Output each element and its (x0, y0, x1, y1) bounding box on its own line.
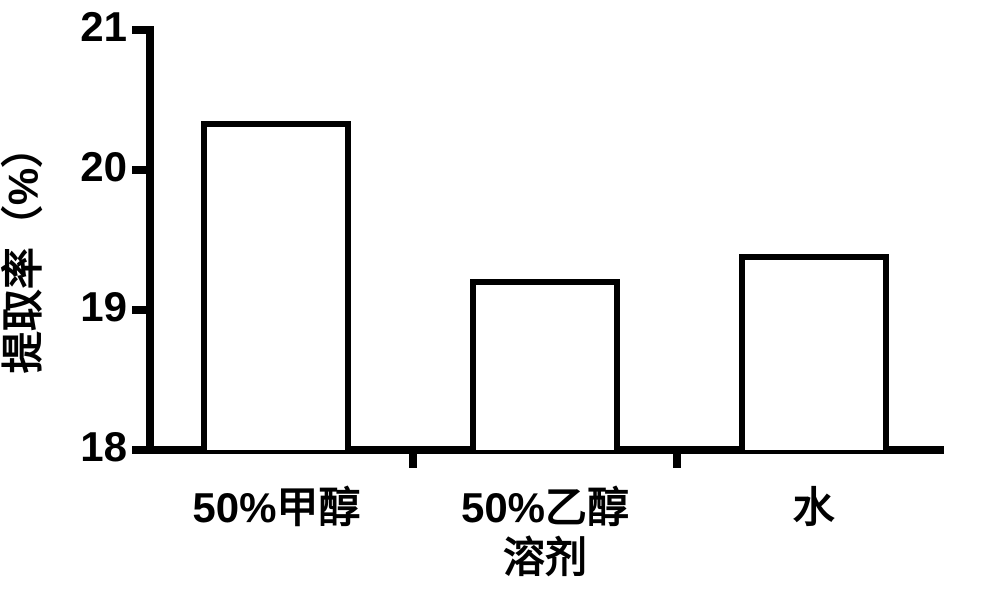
y-tick-label: 18 (47, 423, 127, 471)
y-axis-title: 提取率（%） (0, 100, 51, 400)
y-tick-label: 19 (47, 283, 127, 331)
y-tick (132, 306, 150, 314)
y-tick (132, 166, 150, 174)
bar (470, 279, 620, 450)
y-tick-label: 21 (47, 3, 127, 51)
bar (739, 254, 889, 450)
x-tick-label: 50%甲醇 (146, 474, 406, 535)
x-tick (409, 450, 417, 468)
x-axis-title: 溶剂 (395, 524, 695, 585)
y-tick (132, 446, 150, 454)
x-tick-label: 水 (684, 474, 944, 535)
bar-chart: 18 19 20 21 提取率（%） 50%甲醇 50%乙醇 水 溶剂 (0, 0, 1000, 593)
x-tick (673, 450, 681, 468)
bar (201, 121, 351, 450)
y-tick-label: 20 (47, 143, 127, 191)
y-axis-line (146, 26, 154, 454)
y-tick (132, 26, 150, 34)
